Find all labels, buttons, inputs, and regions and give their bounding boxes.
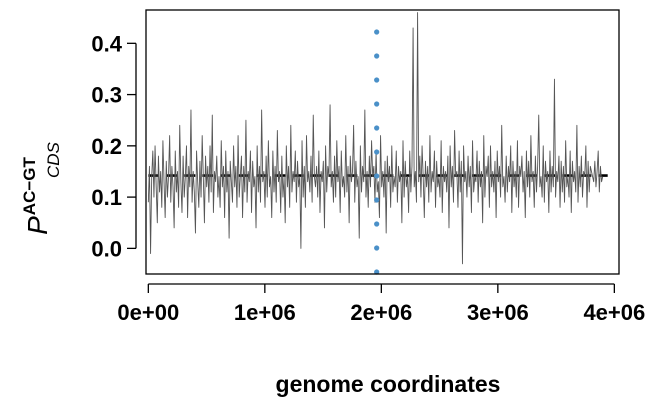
- y-tick-label: 0.0: [91, 236, 122, 261]
- marker-dot: [374, 125, 380, 131]
- marker-dot: [374, 173, 380, 179]
- y-axis-title-main: P: [22, 216, 53, 235]
- marker-dot: [374, 77, 380, 83]
- y-tick-label: 0.1: [91, 185, 122, 210]
- y-axis: 0.0 0.1 0.2 0.3 0.4: [91, 31, 137, 261]
- x-tick-label: 0e+00: [117, 300, 179, 325]
- plot-frame: [145, 9, 620, 275]
- x-tick-label: 2e+06: [350, 300, 412, 325]
- marker-dot: [374, 221, 380, 227]
- y-tick-label: 0.4: [91, 31, 122, 56]
- x-tick-label: 3e+06: [467, 300, 529, 325]
- y-axis-title-superscript: AC−GT: [20, 156, 39, 215]
- marker-dot: [374, 53, 380, 59]
- x-tick-label: 1e+06: [234, 300, 296, 325]
- svg-text:PAC−GT: PAC−GT: [20, 156, 53, 234]
- marker-dot: [374, 269, 380, 275]
- vertical-marker-line: [374, 29, 380, 275]
- y-tick-label: 0.2: [91, 134, 122, 159]
- x-axis: 0e+00 1e+06 2e+06 3e+06 4e+06: [117, 283, 645, 325]
- x-axis-title: genome coordinates: [276, 371, 501, 397]
- y-axis-title: PAC−GT CDS: [20, 141, 63, 234]
- marker-dot: [374, 245, 380, 251]
- y-tick-label: 0.3: [91, 83, 122, 108]
- marker-dot: [374, 149, 380, 155]
- x-tick-label: 4e+06: [583, 300, 645, 325]
- y-axis-title-subscript: CDS: [44, 141, 63, 178]
- marker-dot: [374, 101, 380, 107]
- marker-dot: [374, 197, 380, 203]
- marker-dot: [374, 29, 380, 35]
